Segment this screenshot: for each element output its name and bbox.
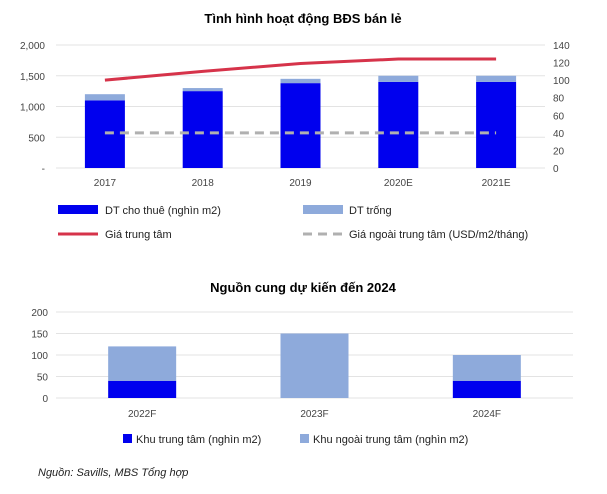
chart1-line-central-price	[104, 57, 497, 82]
chart1-y-right-tick: 80	[553, 94, 565, 105]
chart2-legend-swatch-outer	[300, 434, 309, 443]
chart1-x-tick: 2020E	[384, 178, 413, 189]
chart1-y-left-tick: 1,000	[20, 103, 45, 114]
chart1-x-tick: 2017	[94, 178, 117, 189]
chart1-y-left-tick: 1,500	[20, 72, 45, 83]
chart2-legend-outer: Khu ngoài trung tâm (nghìn m2)	[313, 434, 468, 446]
chart1-legend-vacant: DT trống	[349, 205, 392, 217]
chart1-legend-central: Giá trung tâm	[105, 229, 172, 241]
chart1-bar-leased	[280, 83, 321, 168]
chart2-bar-outer	[452, 355, 521, 381]
chart1-y-right-tick: 40	[553, 129, 565, 140]
chart1-y-right-tick: 60	[553, 111, 565, 122]
chart1-bar-vacant	[84, 94, 125, 101]
chart2-title: Nguồn cung dự kiến đến 2024	[210, 280, 396, 295]
chart1-legend-swatch-leased	[58, 205, 98, 214]
chart1-y-left-tick: 2,000	[20, 41, 45, 52]
chart1-legend-outer: Giá ngoài trung tâm (USD/m2/tháng)	[349, 229, 528, 241]
chart1-bar-vacant	[378, 75, 419, 82]
chart2-bar-outer	[108, 346, 177, 381]
chart1-bar-leased	[378, 81, 419, 168]
chart2-legend-swatch-central	[123, 434, 132, 443]
chart2-x-tick: 2024F	[473, 409, 501, 420]
chart1-y-right-tick: 100	[553, 76, 570, 87]
source-note: Nguồn: Savills, MBS Tổng hợp	[38, 467, 189, 479]
chart2-y-tick: 150	[31, 330, 48, 341]
chart2-bar-central	[108, 380, 177, 398]
chart1-y-right-tick: 0	[553, 164, 559, 175]
chart1-y-left-tick: -	[42, 164, 45, 175]
chart1-y-right-tick: 20	[553, 146, 565, 157]
chart1-legend-swatch-vacant	[303, 205, 343, 214]
chart1-bar-vacant	[476, 75, 517, 82]
chart1-y-left-tick: 500	[28, 133, 45, 144]
chart1-bar-vacant	[182, 88, 223, 92]
chart2-y-tick: 200	[31, 308, 48, 319]
chart1-bar-leased	[476, 81, 517, 168]
chart2-x-tick: 2023F	[300, 409, 328, 420]
chart1-y-right-tick: 140	[553, 41, 570, 52]
chart1-title: Tình hình hoạt động BĐS bán lẻ	[204, 11, 401, 26]
chart2-y-tick: 100	[31, 351, 48, 362]
chart1-y-right-tick: 120	[553, 59, 570, 70]
chart1-legend-leased: DT cho thuê (nghìn m2)	[105, 205, 221, 217]
chart2-y-tick: 50	[37, 373, 49, 384]
chart2-bar-outer	[280, 333, 349, 398]
chart2-y-tick: 0	[42, 394, 48, 405]
chart1-bar-vacant	[280, 78, 321, 84]
chart1-x-tick: 2021E	[482, 178, 511, 189]
chart2-legend-central: Khu trung tâm (nghìn m2)	[136, 434, 261, 446]
chart2-x-tick: 2022F	[128, 409, 156, 420]
chart1-x-tick: 2018	[192, 178, 215, 189]
chart1-x-tick: 2019	[289, 178, 312, 189]
chart1-bar-leased	[182, 91, 223, 168]
chart2-bar-central	[452, 380, 521, 398]
